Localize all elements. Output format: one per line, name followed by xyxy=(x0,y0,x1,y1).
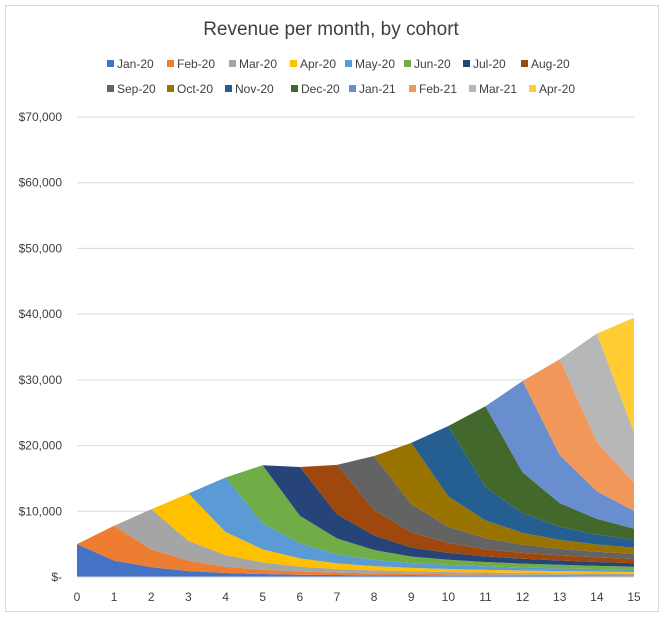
y-tick-label: $10,000 xyxy=(19,504,63,518)
legend-swatch xyxy=(469,85,476,92)
legend-label: Jun-20 xyxy=(414,57,451,71)
area-series-4 xyxy=(77,477,634,572)
legend-item: Apr-20 xyxy=(290,57,336,71)
legend-swatch xyxy=(229,60,236,67)
legend-item: Dec-20 xyxy=(291,82,340,96)
legend-item: Mar-20 xyxy=(229,57,277,71)
legend-label: May-20 xyxy=(355,57,395,71)
legend-item: Sep-20 xyxy=(107,82,156,96)
legend-label: Aug-20 xyxy=(531,57,570,71)
y-tick-label: $70,000 xyxy=(19,110,63,124)
legend-label: Sep-20 xyxy=(117,82,156,96)
area-series-0 xyxy=(77,544,634,577)
legend-swatch xyxy=(290,60,297,67)
legend-swatch xyxy=(291,85,298,92)
legend-item: Jan-20 xyxy=(107,57,154,71)
legend-label: Jul-20 xyxy=(473,57,506,71)
x-tick-label: 9 xyxy=(408,590,415,604)
legend-item: Mar-21 xyxy=(469,82,517,96)
area-series-12 xyxy=(77,381,634,545)
legend-swatch xyxy=(167,85,174,92)
x-tick-label: 14 xyxy=(590,590,604,604)
legend-label: Feb-20 xyxy=(177,57,215,71)
x-tick-label: 3 xyxy=(185,590,192,604)
legend-label: Dec-20 xyxy=(301,82,340,96)
area-series-11 xyxy=(77,406,634,545)
x-tick-label: 0 xyxy=(74,590,81,604)
legend-label: Jan-20 xyxy=(117,57,154,71)
area-series-3 xyxy=(77,493,634,574)
x-tick-label: 7 xyxy=(334,590,341,604)
x-tick-label: 10 xyxy=(442,590,456,604)
x-tick-label: 4 xyxy=(222,590,229,604)
chart-title: Revenue per month, by cohort xyxy=(203,19,459,40)
legend-label: Nov-20 xyxy=(235,82,274,96)
x-tick-label: 2 xyxy=(148,590,155,604)
area-series-5 xyxy=(77,465,634,570)
legend-label: Oct-20 xyxy=(177,82,213,96)
legend-item: Feb-20 xyxy=(167,57,215,71)
legend-swatch xyxy=(404,60,411,67)
x-tick-label: 12 xyxy=(516,590,530,604)
y-tick-label: $- xyxy=(51,570,62,584)
area-series-10 xyxy=(77,426,634,548)
area-series-14 xyxy=(77,333,634,545)
legend-item: Jan-21 xyxy=(349,82,396,96)
x-tick-label: 5 xyxy=(259,590,266,604)
legend-swatch xyxy=(521,60,528,67)
legend-item: Nov-20 xyxy=(225,82,274,96)
area-series-9 xyxy=(77,442,634,554)
legend-label: Feb-21 xyxy=(419,82,457,96)
legend-swatch xyxy=(225,85,232,92)
area-series-2 xyxy=(77,509,634,576)
legend-item: Apr-20 xyxy=(529,82,575,96)
legend-swatch xyxy=(529,85,536,92)
x-tick-label: 13 xyxy=(553,590,567,604)
area-series-8 xyxy=(77,456,634,560)
legend-item: Oct-20 xyxy=(167,82,213,96)
x-tick-label: 11 xyxy=(479,590,492,604)
legend-label: Mar-20 xyxy=(239,57,277,71)
legend-swatch xyxy=(349,85,356,92)
legend-item: Feb-21 xyxy=(409,82,457,96)
y-tick-label: $30,000 xyxy=(19,373,63,387)
legend-swatch xyxy=(345,60,352,67)
plot-areas xyxy=(77,317,634,577)
legend-swatch xyxy=(107,85,114,92)
y-tick-label: $40,000 xyxy=(19,307,63,321)
legend-item: Jun-20 xyxy=(404,57,451,71)
legend-item: Aug-20 xyxy=(521,57,570,71)
x-tick-label: 8 xyxy=(371,590,378,604)
y-tick-label: $50,000 xyxy=(19,241,63,255)
legend-swatch xyxy=(463,60,470,67)
legend-item: Jul-20 xyxy=(463,57,506,71)
legend-label: Jan-21 xyxy=(359,82,396,96)
legend-swatch xyxy=(107,60,114,67)
legend-label: Apr-20 xyxy=(300,57,336,71)
legend-swatch xyxy=(409,85,416,92)
legend-item: May-20 xyxy=(345,57,395,71)
axes: $- $10,000 $20,000 $30,000 $40,000 $50,000 $60… xyxy=(19,110,641,604)
legend-swatch xyxy=(167,60,174,67)
y-tick-label: $20,000 xyxy=(19,439,63,453)
x-tick-label: 6 xyxy=(296,590,303,604)
legend: Jan-20 Feb-20 Mar-20 Apr-20 May-20 Jun-20 Jul-… xyxy=(107,57,575,96)
legend-label: Mar-21 xyxy=(479,82,517,96)
y-tick-label: $60,000 xyxy=(19,176,63,190)
x-tick-label: 1 xyxy=(111,590,118,604)
legend-label: Apr-20 xyxy=(539,82,575,96)
x-tick-label: 15 xyxy=(627,590,641,604)
area-series-7 xyxy=(77,464,634,564)
